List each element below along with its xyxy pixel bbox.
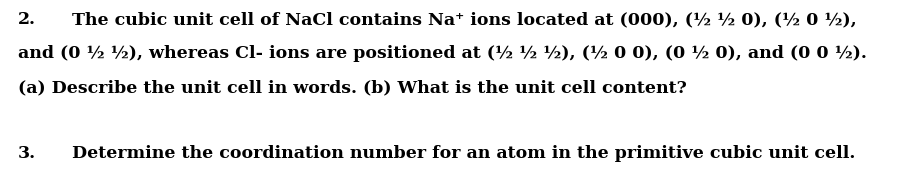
Text: 2.: 2. — [18, 11, 36, 28]
Text: and (0 ½ ½), whereas Cl- ions are positioned at (½ ½ ½), (½ 0 0), (0 ½ 0), and (: and (0 ½ ½), whereas Cl- ions are positi… — [18, 45, 867, 62]
Text: 3.: 3. — [18, 145, 36, 162]
Text: The cubic unit cell of NaCl contains Na⁺ ions located at (000), (½ ½ 0), (½ 0 ½): The cubic unit cell of NaCl contains Na⁺… — [72, 11, 857, 28]
Text: Determine the coordination number for an atom in the primitive cubic unit cell.: Determine the coordination number for an… — [72, 145, 855, 162]
Text: (a) Describe the unit cell in words. (b) What is the unit cell content?: (a) Describe the unit cell in words. (b)… — [18, 79, 687, 96]
